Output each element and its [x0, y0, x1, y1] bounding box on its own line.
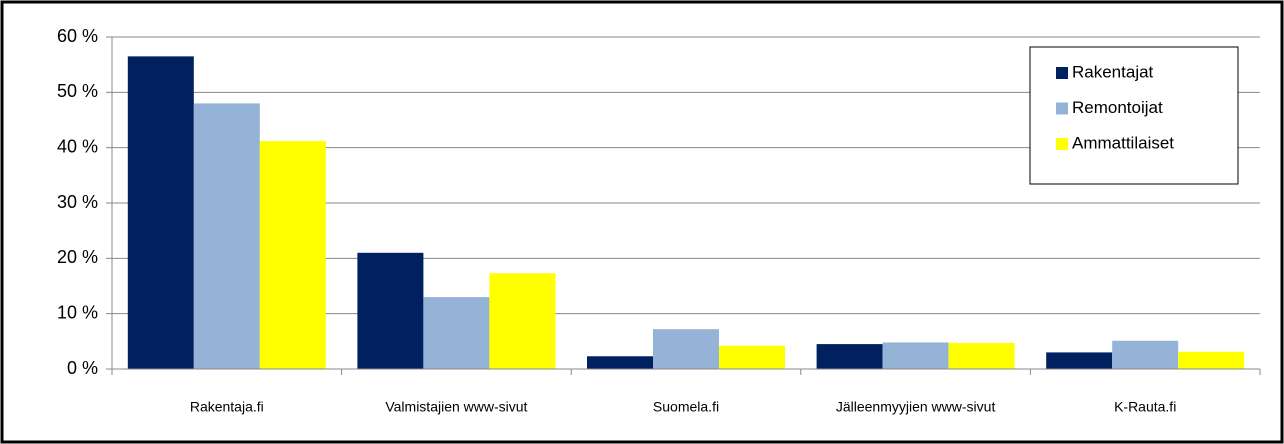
- legend-swatch: [1056, 67, 1068, 79]
- x-tick-label: Rakentaja.fi: [190, 399, 264, 415]
- bar: [1112, 340, 1179, 369]
- x-tick-label: Jälleenmyyjien www-sivut: [836, 399, 996, 415]
- bar: [1178, 351, 1245, 369]
- x-tick-label: K-Rauta.fi: [1114, 399, 1176, 415]
- y-tick-label: 40 %: [57, 136, 98, 156]
- bar: [357, 252, 424, 369]
- y-tick-label: 50 %: [57, 81, 98, 101]
- bar: [259, 141, 326, 369]
- y-tick-label: 30 %: [57, 192, 98, 212]
- bar: [816, 344, 883, 369]
- bar: [423, 297, 490, 369]
- x-tick-label: Suomela.fi: [653, 399, 719, 415]
- legend-label: Rakentajat: [1072, 62, 1154, 81]
- y-tick-label: 20 %: [57, 247, 98, 267]
- legend-swatch: [1056, 138, 1068, 150]
- bar: [653, 329, 719, 369]
- bar: [127, 56, 194, 369]
- y-tick-label: 60 %: [57, 26, 98, 46]
- bar: [882, 342, 949, 369]
- bar: [193, 103, 260, 370]
- legend-swatch: [1056, 102, 1068, 115]
- bar: [948, 342, 1015, 369]
- legend-label: Remontoijat: [1072, 98, 1163, 117]
- y-tick-label: 0 %: [67, 358, 98, 378]
- bar: [1046, 352, 1113, 369]
- bar: [489, 273, 556, 369]
- bar: [587, 356, 653, 369]
- x-tick-label: Valmistajien www-sivut: [385, 399, 527, 415]
- legend-label: Ammattilaiset: [1072, 133, 1174, 152]
- bar: [719, 345, 785, 369]
- y-tick-label: 10 %: [57, 302, 98, 322]
